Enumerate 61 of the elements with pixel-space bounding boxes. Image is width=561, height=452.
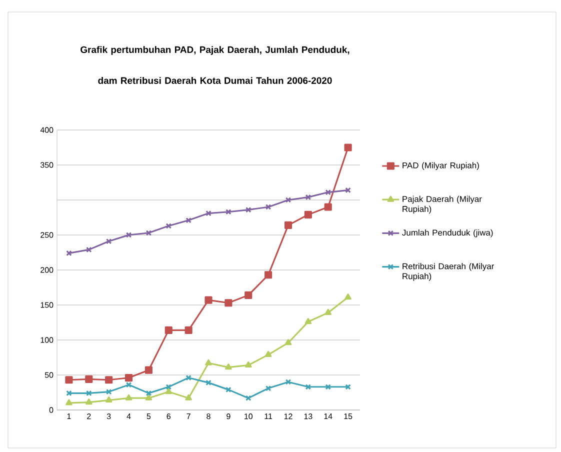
- point: [144, 366, 152, 374]
- point: [66, 399, 72, 406]
- point: [324, 203, 332, 211]
- point: [164, 326, 172, 334]
- point: [125, 394, 132, 400]
- point: [245, 206, 252, 213]
- point: [285, 197, 292, 203]
- point: [126, 382, 132, 388]
- point: [284, 221, 292, 229]
- point: [265, 385, 272, 392]
- point: [344, 293, 352, 300]
- point: [224, 299, 232, 307]
- point: [165, 388, 172, 394]
- point: [166, 222, 172, 229]
- point: [206, 380, 212, 386]
- point: [86, 390, 92, 396]
- point: [205, 359, 212, 366]
- point: [264, 350, 272, 357]
- point: [245, 395, 252, 401]
- point: [106, 388, 112, 395]
- point: [324, 308, 332, 315]
- point: [124, 374, 133, 382]
- legend-label: Pajak Daerah (Milyar Rupiah): [402, 196, 482, 214]
- point: [284, 338, 292, 346]
- point: [146, 390, 152, 396]
- point: [226, 386, 232, 393]
- point: [105, 396, 112, 402]
- point: [304, 318, 312, 324]
- point: [146, 230, 152, 236]
- point: [184, 326, 192, 334]
- point: [105, 376, 113, 384]
- point: [185, 394, 192, 400]
- point: [244, 361, 252, 368]
- point: [126, 232, 132, 238]
- point: [186, 217, 192, 224]
- point: [325, 189, 332, 196]
- point: [325, 384, 332, 390]
- point: [226, 208, 232, 215]
- legend-label: Jumlah Penduduk (jiwa): [402, 229, 493, 238]
- point: [244, 291, 252, 299]
- point: [204, 296, 212, 304]
- point: [86, 246, 92, 253]
- point: [145, 394, 152, 400]
- point: [166, 384, 172, 390]
- point: [186, 374, 192, 381]
- point: [264, 271, 272, 279]
- point: [304, 210, 312, 218]
- point: [305, 194, 312, 200]
- point: [106, 238, 112, 244]
- chart-title: Grafik pertumbuhan PAD, Pajak Daerah, Jumlah Penduduk, dam Retribusi Daerah Kota Dumai Tahun 2006-2020: [80, 46, 350, 84]
- point: [265, 204, 272, 210]
- point: [344, 144, 352, 152]
- point: [85, 375, 93, 383]
- legend-label: PAD (Milyar Rupiah): [402, 162, 479, 170]
- point: [225, 363, 232, 370]
- point: [65, 376, 73, 384]
- point: [206, 210, 212, 216]
- point: [86, 398, 92, 405]
- point: [305, 384, 312, 390]
- point: [285, 379, 292, 385]
- legend-label: Retribusi Daerah (Milyar Rupiah): [402, 263, 494, 281]
